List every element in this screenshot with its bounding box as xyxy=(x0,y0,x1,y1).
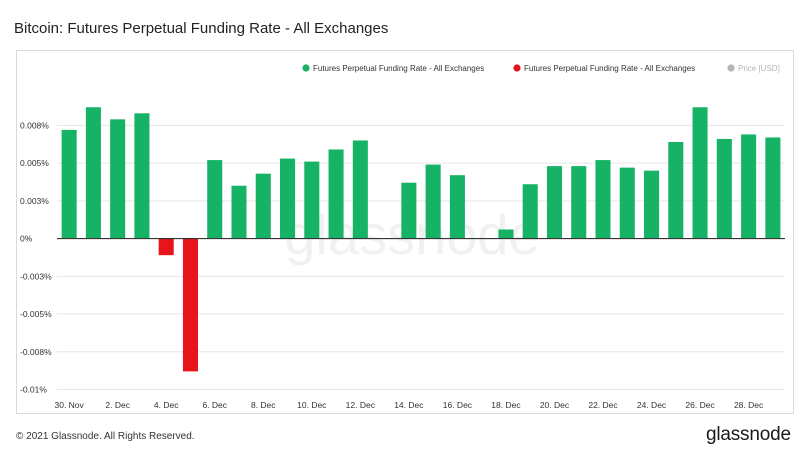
y-tick-label: 0.003% xyxy=(20,196,49,206)
x-tick-label: 30. Nov xyxy=(54,400,84,410)
bar-6-dec[interactable] xyxy=(207,160,223,239)
y-tick-label: -0.005% xyxy=(20,309,52,319)
chart-title: Bitcoin: Futures Perpetual Funding Rate … xyxy=(14,20,389,37)
legend[interactable]: Futures Perpetual Funding Rate - All Exc… xyxy=(302,64,780,73)
bar-30-nov[interactable] xyxy=(61,129,77,239)
bar-9-dec[interactable] xyxy=(280,158,296,239)
x-tick-label: 2. Dec xyxy=(105,400,130,410)
bar-22-dec[interactable] xyxy=(595,160,611,239)
bar-25-dec[interactable] xyxy=(668,141,684,239)
bar-29-dec[interactable] xyxy=(765,137,781,239)
bar-24-dec[interactable] xyxy=(644,170,660,239)
bar-18-dec[interactable] xyxy=(498,229,514,239)
chart-panel: glassnode 0.008%0.005%0.003%0%-0.003%-0.… xyxy=(16,50,794,414)
y-tick-label: 0.005% xyxy=(20,158,49,168)
x-tick-label: 14. Dec xyxy=(394,400,424,410)
x-tick-label: 28. Dec xyxy=(734,400,764,410)
x-tick-label: 26. Dec xyxy=(685,400,715,410)
bar-2-dec[interactable] xyxy=(110,119,126,239)
bar-20-dec[interactable] xyxy=(546,166,562,239)
bar-27-dec[interactable] xyxy=(716,138,732,239)
bar-12-dec[interactable] xyxy=(352,140,368,239)
bar-21-dec[interactable] xyxy=(571,166,587,239)
bar-10-dec[interactable] xyxy=(304,161,320,239)
axis-layer: 0.008% 0.005% 0.003% 0% -0.003% -0.005% -0.008… xyxy=(20,120,785,410)
bar-4-dec[interactable] xyxy=(158,238,174,256)
y-tick-label: 0.008% xyxy=(20,120,49,130)
x-tick-label: 16. Dec xyxy=(443,400,473,410)
legend-label: Price [USD] xyxy=(738,64,780,73)
bar-16-dec[interactable] xyxy=(449,175,465,239)
glassnode-logo[interactable]: glassnode xyxy=(706,424,791,445)
bar-28-dec[interactable] xyxy=(741,134,757,239)
bar-15-dec[interactable] xyxy=(425,164,441,239)
x-tick-label: 6. Dec xyxy=(202,400,227,410)
legend-label: Futures Perpetual Funding Rate - All Exc… xyxy=(524,64,695,73)
x-tick-label: 20. Dec xyxy=(540,400,570,410)
bar-14-dec[interactable] xyxy=(401,182,417,239)
x-tick-label: 8. Dec xyxy=(251,400,276,410)
bar-19-dec[interactable] xyxy=(522,184,538,239)
bar-11-dec[interactable] xyxy=(328,149,344,239)
legend-label: Futures Perpetual Funding Rate - All Exc… xyxy=(313,64,484,73)
bars-layer xyxy=(61,107,781,372)
bar-23-dec[interactable] xyxy=(619,167,635,239)
bar-5-dec[interactable] xyxy=(182,238,198,372)
bar-26-dec[interactable] xyxy=(692,107,708,239)
legend-dot-icon xyxy=(302,64,310,72)
x-tick-label: 12. Dec xyxy=(346,400,376,410)
y-tick-label: -0.003% xyxy=(20,271,52,281)
legend-item-3[interactable]: Price [USD] xyxy=(727,64,780,73)
legend-dot-icon xyxy=(513,64,521,72)
copyright-text: © 2021 Glassnode. All Rights Reserved. xyxy=(16,431,195,442)
x-tick-label: 10. Dec xyxy=(297,400,327,410)
x-tick-label: 22. Dec xyxy=(588,400,618,410)
legend-item-1[interactable]: Futures Perpetual Funding Rate - All Exc… xyxy=(302,64,484,73)
x-tick-label: 18. Dec xyxy=(491,400,521,410)
bar-7-dec[interactable] xyxy=(231,185,247,239)
legend-item-2[interactable]: Futures Perpetual Funding Rate - All Exc… xyxy=(513,64,695,73)
x-tick-label: 24. Dec xyxy=(637,400,667,410)
bar-3-dec[interactable] xyxy=(134,113,150,239)
grid-layer xyxy=(57,124,785,390)
legend-dot-icon xyxy=(727,64,735,72)
y-tick-label: 0% xyxy=(20,234,33,244)
y-tick-label: -0.008% xyxy=(20,347,52,357)
y-tick-label: -0.01% xyxy=(20,384,47,394)
funding-rate-chart: glassnode 0.008%0.005%0.003%0%-0.003%-0.… xyxy=(20,64,785,410)
bar-1-dec[interactable] xyxy=(85,107,101,239)
x-tick-label: 4. Dec xyxy=(154,400,179,410)
bar-8-dec[interactable] xyxy=(255,173,271,239)
